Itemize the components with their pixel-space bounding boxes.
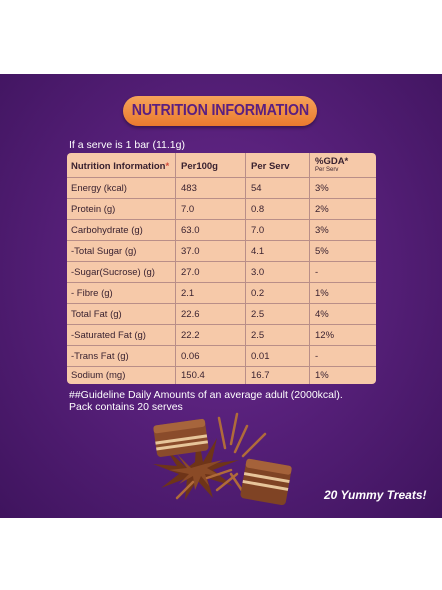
table-header-row: Nutrition Information* Per100g Per Serv … [67,153,376,177]
row-gda: 1% [315,288,329,299]
row-per-serv: 3.0 [251,267,265,278]
header-nutrition-info-label: Nutrition Information [71,161,166,172]
table-row: -Total Sugar (g) 37.0 4.1 5% [67,240,376,261]
row-per100g: 37.0 [181,246,200,257]
row-per-serv: 4.1 [251,246,265,257]
row-per100g: 0.06 [181,351,200,362]
header-per100g: Per100g [181,161,218,172]
table-row: -Saturated Fat (g) 22.2 2.5 12% [67,324,376,345]
row-per-serv: 2.5 [251,309,265,320]
row-per100g: 7.0 [181,204,195,215]
wafer-sticks [175,412,267,500]
nutrition-table: Nutrition Information* Per100g Per Serv … [67,153,376,384]
row-per100g: 2.1 [181,288,195,299]
row-gda: 4% [315,309,329,320]
header-per-serv: Per Serv [251,161,290,172]
banner-title: NUTRITION INFORMATION [131,102,309,119]
footnote-line-1: ##Guideline Daily Amounts of an average … [69,389,343,401]
row-gda: - [315,267,319,278]
row-label: - Fibre (g) [71,288,113,299]
header-nutrition-info: Nutrition Information* [71,161,169,172]
chocolate-wafer-image [153,412,292,506]
header-gda: %GDA* [315,156,349,167]
row-per-serv: 0.01 [251,351,270,362]
row-label: -Sugar(Sucrose) (g) [71,267,155,278]
row-per-serv: 54 [251,183,262,194]
table-row: -Trans Fat (g) 0.06 0.01 - [67,345,376,366]
header-gda-sub: Per Serv [315,167,339,173]
table-row: - Fibre (g) 2.1 0.2 1% [67,282,376,303]
serve-note: If a serve is 1 bar (11.1g) [69,139,185,151]
row-per-serv: 16.7 [251,370,270,381]
table-row: -Sugar(Sucrose) (g) 27.0 3.0 - [67,261,376,282]
header-star: * [165,161,170,172]
row-label: -Saturated Fat (g) [71,330,146,341]
row-per100g: 22.6 [181,309,200,320]
wafer-bar-right [240,458,292,506]
row-label: Sodium (mg) [71,370,126,381]
row-per100g: 483 [181,183,197,194]
table-row: Sodium (mg) 150.4 16.7 1% [67,366,376,384]
column-divider [175,153,176,384]
row-label: Energy (kcal) [71,183,127,194]
row-per-serv: 0.8 [251,204,265,215]
row-gda: 12% [315,330,335,341]
column-divider [309,153,310,384]
footnote-line-2: Pack contains 20 serves [69,401,183,413]
row-per100g: 150.4 [181,370,205,381]
row-label: Total Fat (g) [71,309,122,320]
row-gda: 3% [315,225,329,236]
table-row: Energy (kcal) 483 54 3% [67,177,376,198]
table-row: Protein (g) 7.0 0.8 2% [67,198,376,219]
row-per-serv: 7.0 [251,225,265,236]
wafer-bar-left [153,418,209,457]
row-per100g: 63.0 [181,225,200,236]
nutrition-title-banner: NUTRITION INFORMATION [123,96,317,126]
row-label: -Trans Fat (g) [71,351,129,362]
tagline: 20 Yummy Treats! [324,488,427,502]
row-gda: 3% [315,183,329,194]
row-label: Carbohydrate (g) [71,225,143,236]
row-gda: - [315,351,319,362]
row-per-serv: 2.5 [251,330,265,341]
footnote: ##Guideline Daily Amounts of an average … [69,389,343,413]
row-gda: 2% [315,204,329,215]
column-divider [245,153,246,384]
table-row: Carbohydrate (g) 63.0 7.0 3% [67,219,376,240]
row-label: Protein (g) [71,204,116,215]
row-per100g: 27.0 [181,267,200,278]
table-row: Total Fat (g) 22.6 2.5 4% [67,303,376,324]
row-per-serv: 0.2 [251,288,265,299]
row-per100g: 22.2 [181,330,200,341]
row-gda: 1% [315,370,329,381]
chocolate-splash [153,430,239,500]
row-label: -Total Sugar (g) [71,246,137,257]
row-gda: 5% [315,246,329,257]
